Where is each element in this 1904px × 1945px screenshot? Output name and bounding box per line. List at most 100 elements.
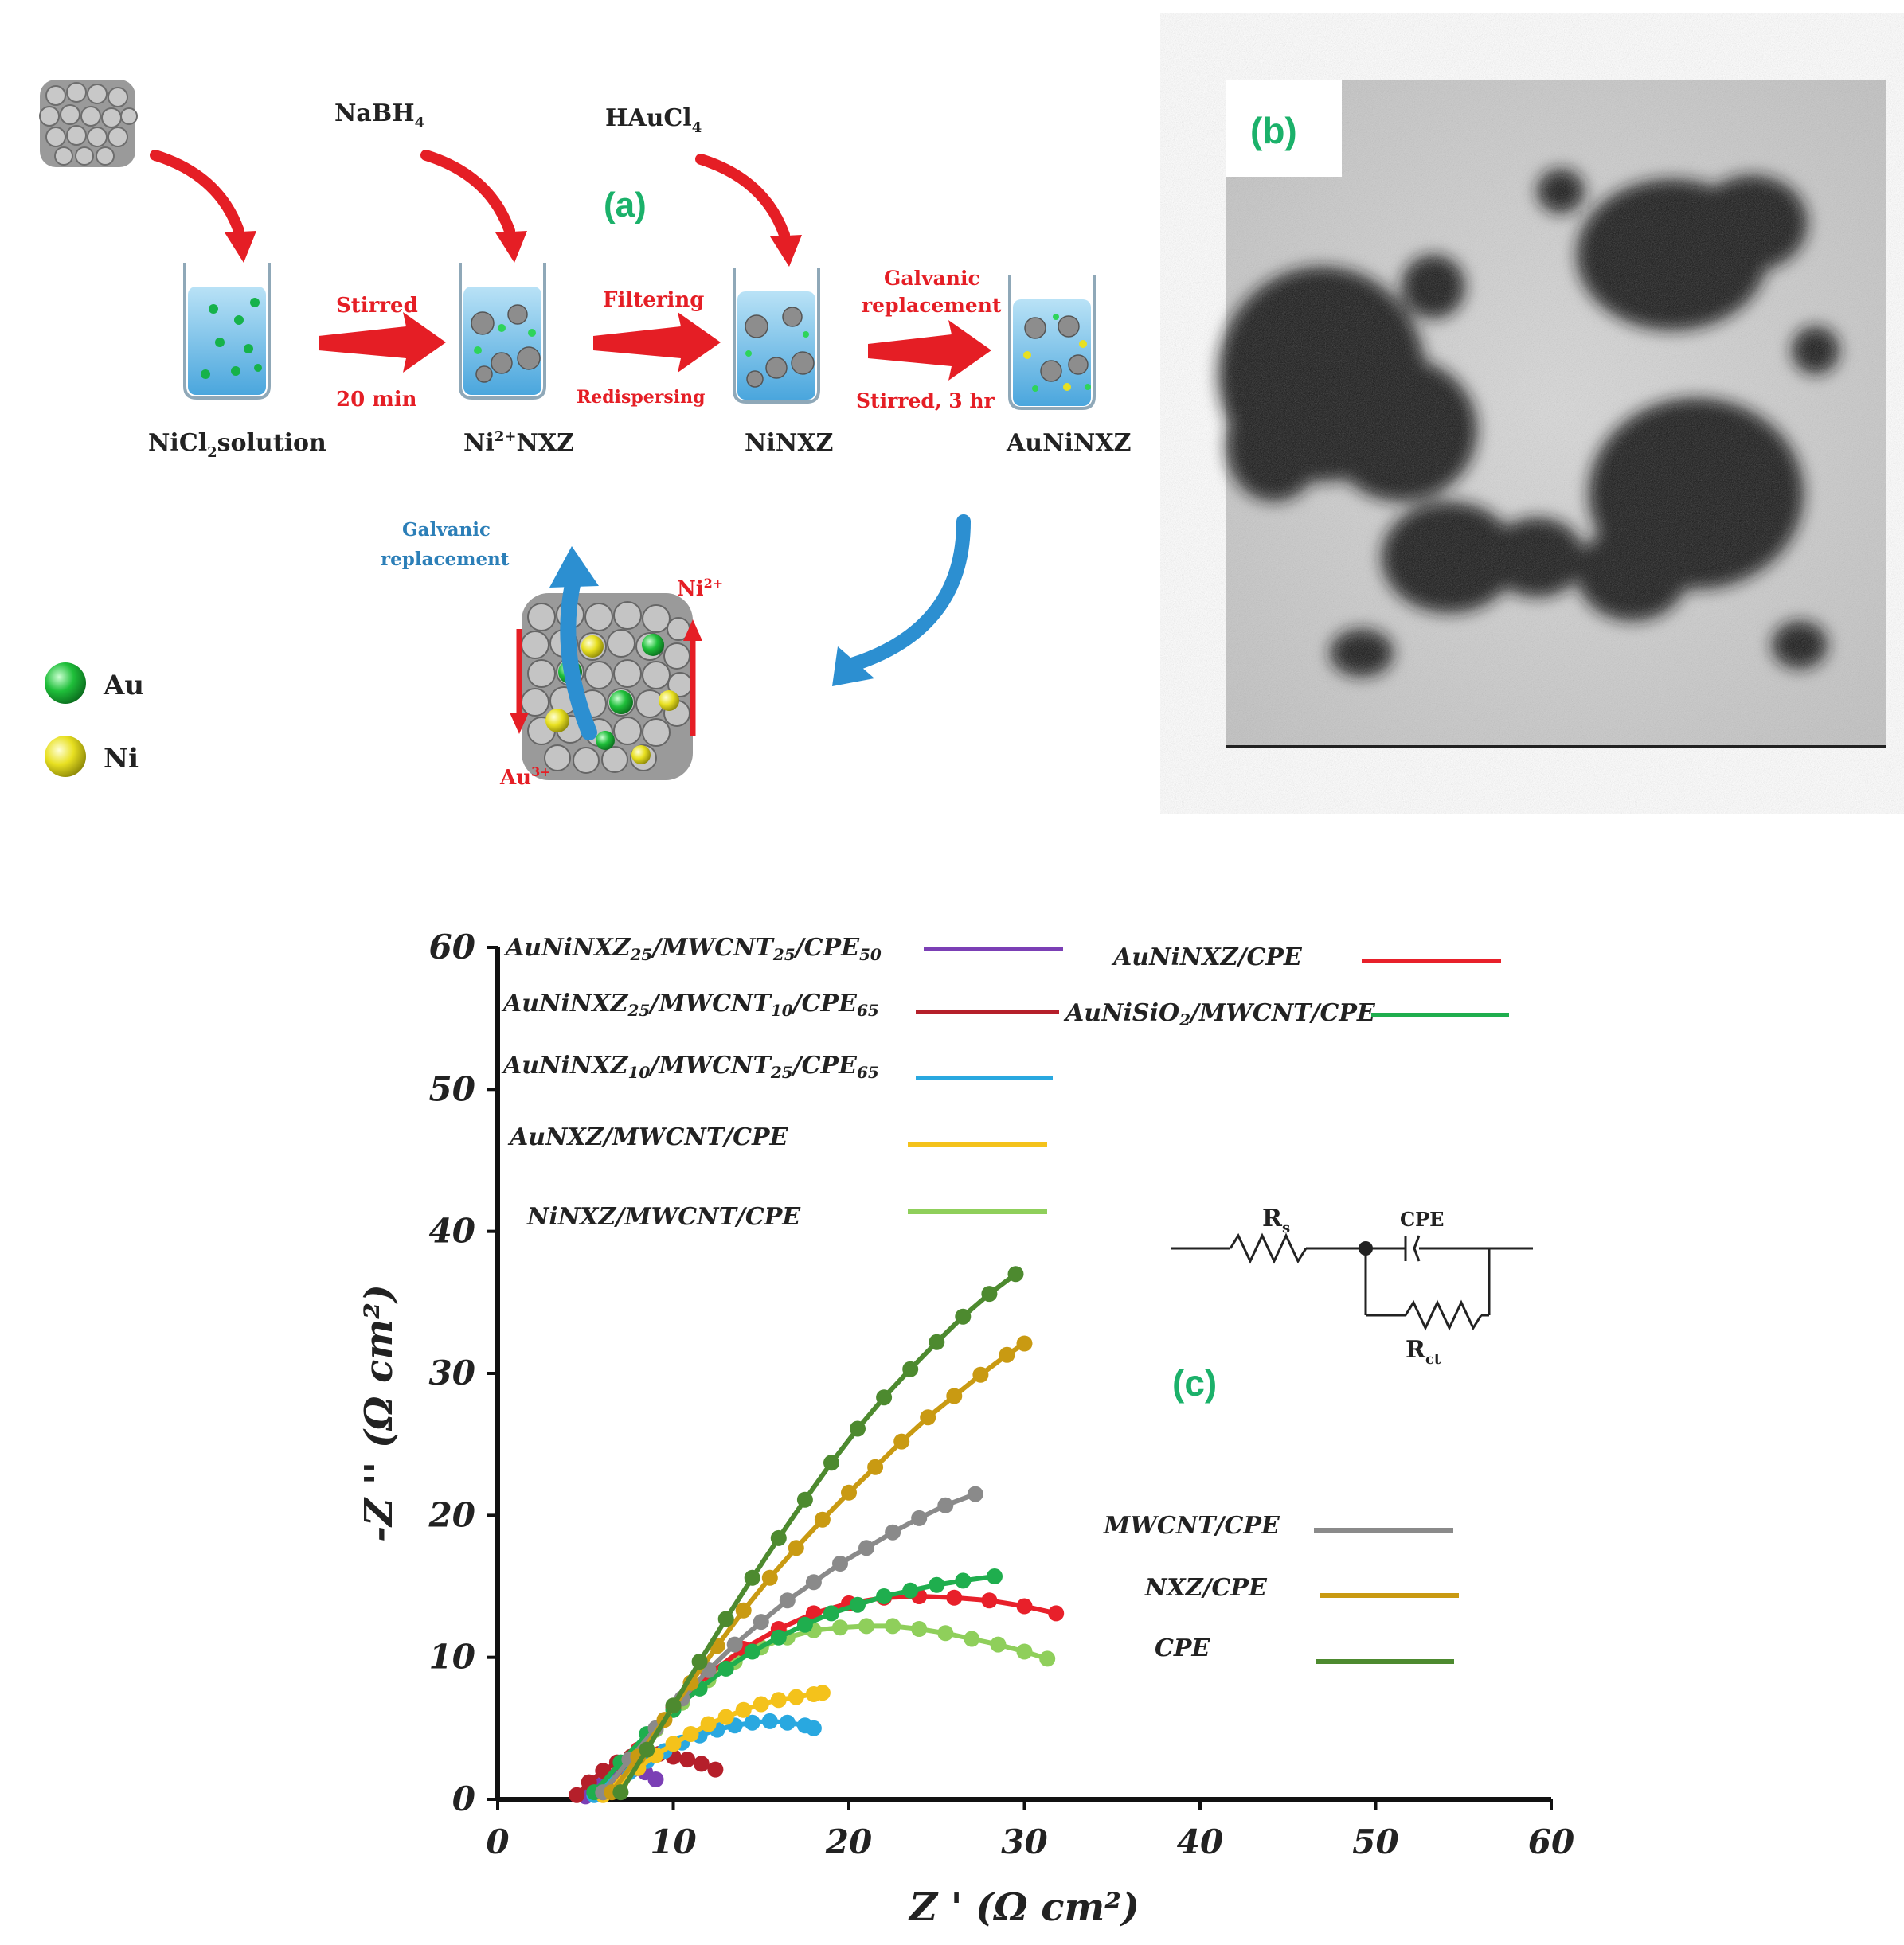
data-point: [1016, 1335, 1033, 1352]
legend-label: AuNiNXZ25/MWCNT10/CPE65: [501, 990, 879, 1020]
data-point: [841, 1484, 857, 1501]
y-tick-label: 30: [429, 1353, 475, 1392]
data-point: [647, 1771, 664, 1787]
data-point: [726, 1636, 743, 1653]
x-tick-label: 10: [650, 1822, 696, 1861]
data-point: [972, 1366, 989, 1383]
data-point: [946, 1388, 963, 1404]
series-line: [618, 1271, 1018, 1794]
data-point: [920, 1409, 936, 1426]
data-point: [770, 1529, 787, 1546]
x-tick-label: 40: [1177, 1822, 1223, 1861]
ni-ion-arrowhead-icon: [683, 619, 702, 641]
series-4: [595, 1618, 1056, 1801]
data-point: [981, 1592, 998, 1609]
data-point: [999, 1346, 1015, 1363]
arrowhead-icon: [225, 231, 256, 263]
data-point: [858, 1618, 874, 1635]
resistor-rct-icon: [1404, 1299, 1483, 1331]
y-axis-title: -Z '' (Ω cm²): [357, 1284, 401, 1542]
data-point: [717, 1611, 734, 1627]
y-tick-label: 0: [452, 1779, 475, 1818]
data-point: [885, 1524, 901, 1541]
data-point: [832, 1556, 848, 1572]
curved-arrow-icon: [695, 154, 790, 240]
step-arrow-icon: [593, 312, 721, 373]
blue-arrowhead-icon: [832, 646, 874, 686]
data-point: [858, 1540, 874, 1556]
data-point: [770, 1629, 787, 1646]
data-point: [761, 1569, 778, 1586]
curved-arrows: [150, 150, 790, 240]
au-ion-arrowhead-icon: [510, 713, 529, 734]
beaker-label-4: AuNiNXZ: [1006, 429, 1132, 457]
data-point: [823, 1605, 839, 1622]
mechanism-blue-label-1: Galvanic: [402, 519, 491, 541]
circuit-label-cpe: CPE: [1400, 1208, 1444, 1231]
legend-label: AuNiSiO2/MWCNT/CPE: [1063, 999, 1376, 1029]
circuit-label-rct: Rct: [1406, 1336, 1441, 1368]
galvanic-arrowhead-icon: [549, 546, 599, 588]
data-point: [937, 1625, 954, 1642]
arrowhead-icon: [495, 231, 527, 263]
panel-label-b-box: [1226, 80, 1342, 177]
data-point: [753, 1696, 769, 1713]
legend-label: AuNiNXZ/CPE: [1111, 943, 1303, 971]
data-point: [911, 1621, 928, 1637]
data-point: [867, 1459, 884, 1475]
circuit-label-rs: Rs: [1262, 1205, 1290, 1236]
legend-label: AuNiNXZ25/MWCNT25/CPE50: [503, 934, 882, 964]
data-point: [665, 1697, 682, 1714]
data-point: [885, 1618, 901, 1635]
chart-legend: AuNiNXZ25/MWCNT25/CPE50 AuNiNXZ25/MWCNT10…: [501, 934, 1509, 1664]
step-2-below: Redispersing: [577, 387, 706, 408]
legend-ni-label: Ni: [104, 743, 139, 775]
series-9: [612, 1266, 1024, 1801]
y-tick-label: 50: [429, 1069, 475, 1108]
data-point: [779, 1592, 796, 1609]
step-arrows: [319, 312, 991, 381]
y-tick-label: 20: [428, 1495, 475, 1534]
zeolite-cluster-icon: [39, 80, 138, 167]
chart-axes: 0 10 20 30 40 50 60 0 10 20 30 40 50 60: [428, 928, 1575, 1861]
data-point: [770, 1692, 787, 1709]
reagent-nabh4: NaBH4: [334, 100, 424, 131]
panel-label-c: (c): [1172, 1362, 1217, 1404]
mechanism-cluster: [521, 593, 693, 780]
data-point: [902, 1582, 919, 1599]
beaker-2: [459, 263, 546, 400]
data-point: [955, 1572, 972, 1589]
legend-label: AuNiNXZ10/MWCNT25/CPE65: [501, 1052, 879, 1082]
data-point: [753, 1614, 769, 1631]
equivalent-circuit: [1171, 1232, 1533, 1331]
step-3-above: Galvanic: [884, 267, 980, 290]
tem-micrograph: (b): [1218, 80, 1886, 748]
data-point: [1016, 1598, 1033, 1615]
data-point: [1016, 1643, 1033, 1660]
ni-ion-label: Ni2+: [677, 576, 723, 601]
data-point: [788, 1689, 804, 1705]
data-point: [717, 1660, 734, 1677]
data-point: [814, 1511, 831, 1528]
x-tick-label: 50: [1352, 1822, 1398, 1861]
legend-label: NXZ/CPE: [1144, 1574, 1268, 1602]
panel-label-b: (b): [1250, 110, 1297, 151]
data-point: [832, 1619, 848, 1636]
resistor-rs-icon: [1229, 1232, 1308, 1264]
data-point: [850, 1596, 866, 1613]
legend-label: AuNXZ/MWCNT/CPE: [507, 1123, 789, 1151]
beaker-label-3: NiNXZ: [745, 429, 833, 457]
data-point: [876, 1588, 893, 1604]
step-3-above-2: replacement: [862, 294, 1002, 317]
x-tick-label: 0: [486, 1822, 509, 1861]
step-3-below: Stirred, 3 hr: [856, 389, 995, 412]
arrowhead-icon: [770, 235, 802, 267]
data-point: [1048, 1605, 1065, 1622]
y-tick-label: 10: [429, 1638, 475, 1677]
x-tick-label: 30: [1001, 1822, 1047, 1861]
x-tick-label: 60: [1528, 1822, 1574, 1861]
data-point: [805, 1574, 822, 1591]
legend-au-ball-icon: [45, 662, 86, 704]
data-point: [964, 1631, 980, 1647]
